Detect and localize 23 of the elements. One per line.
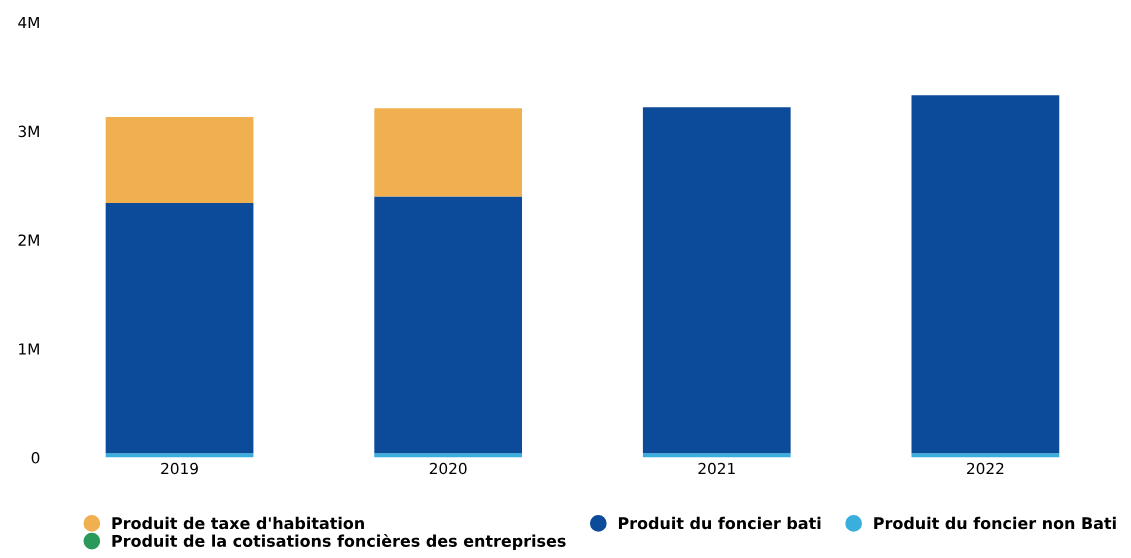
x-tick-label: 2021 — [698, 462, 735, 475]
bar — [642, 453, 791, 458]
bar — [105, 453, 254, 458]
y-tick-label: 3M — [18, 125, 39, 138]
bar — [374, 196, 523, 454]
bar — [105, 202, 254, 454]
bar — [911, 95, 1060, 454]
bar — [374, 453, 523, 458]
bar — [105, 116, 254, 203]
y-tick-label: 1M — [19, 343, 39, 355]
y-tick-label: 2M — [18, 234, 39, 246]
bar — [911, 453, 1060, 458]
x-tick-label: 2019 — [161, 462, 198, 475]
bar — [642, 107, 791, 454]
x-tick-label: 2022 — [967, 462, 1004, 475]
bar — [374, 108, 523, 197]
legend-label: Produit du foncier bati — [618, 516, 821, 530]
legend-label: Produit du foncier non Bati — [874, 516, 1116, 530]
x-tick-label: 2020 — [429, 462, 467, 475]
y-tick-label: 4M — [18, 16, 39, 29]
y-tick-label: 0 — [31, 452, 40, 464]
legend-label: Produit de taxe d'habitation — [112, 516, 364, 530]
legend-label: Produit de la cotisations foncières des entreprises — [112, 533, 566, 551]
